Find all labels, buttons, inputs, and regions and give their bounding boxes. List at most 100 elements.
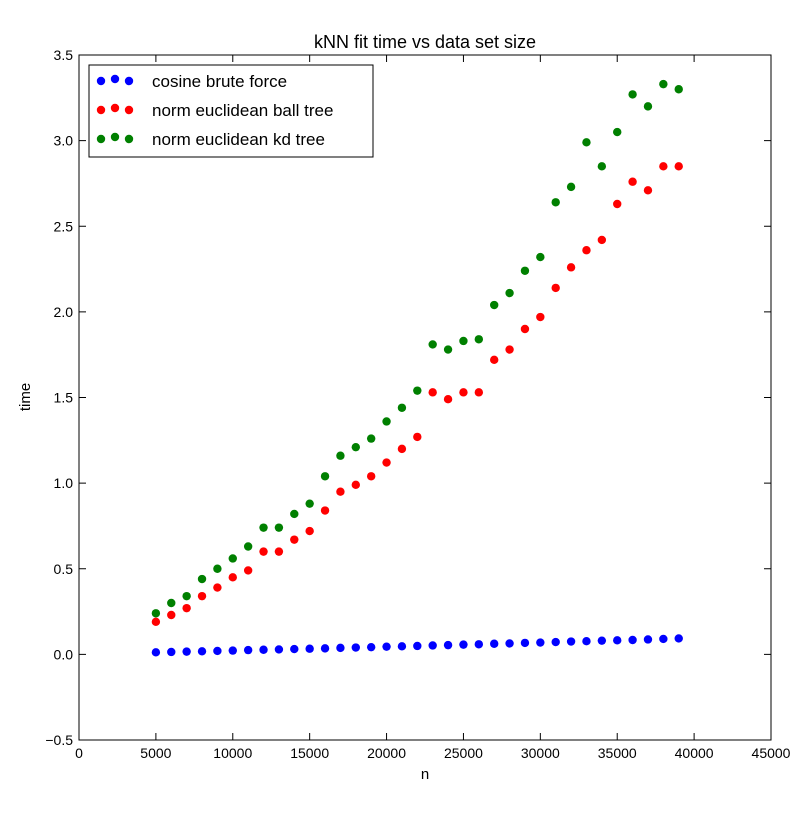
data-point bbox=[659, 634, 668, 644]
x-tick-label: 0 bbox=[75, 745, 83, 761]
data-point bbox=[597, 235, 607, 245]
data-point bbox=[628, 177, 637, 186]
data-point bbox=[259, 547, 268, 556]
data-point bbox=[213, 583, 222, 592]
data-point bbox=[413, 432, 422, 442]
data-point bbox=[443, 345, 453, 354]
data-point bbox=[228, 646, 237, 655]
data-point bbox=[351, 643, 360, 652]
data-point bbox=[397, 403, 407, 412]
data-point bbox=[628, 635, 637, 645]
data-point bbox=[228, 554, 237, 563]
data-point bbox=[213, 646, 222, 656]
legend-entry: norm euclidean ball tree bbox=[96, 101, 333, 120]
data-point bbox=[582, 636, 591, 646]
data-point bbox=[197, 591, 207, 601]
data-point bbox=[274, 523, 284, 532]
series-1-points bbox=[151, 634, 683, 657]
data-point bbox=[520, 324, 530, 334]
series-2-points bbox=[151, 162, 683, 627]
data-point bbox=[151, 617, 161, 627]
data-point bbox=[243, 566, 253, 575]
data-point bbox=[659, 162, 668, 171]
data-point bbox=[490, 355, 499, 365]
x-tick-label: 35000 bbox=[598, 745, 637, 761]
data-point bbox=[597, 162, 607, 171]
data-point bbox=[597, 636, 607, 645]
data-point bbox=[566, 637, 576, 646]
x-tick-label: 40000 bbox=[675, 745, 714, 761]
data-point bbox=[336, 451, 345, 460]
data-point bbox=[151, 609, 161, 618]
data-point bbox=[520, 266, 530, 275]
legend-entry: norm euclidean kd tree bbox=[96, 130, 325, 149]
data-point bbox=[305, 644, 314, 653]
data-point bbox=[474, 335, 484, 344]
data-point bbox=[320, 472, 330, 481]
legend-marker bbox=[96, 134, 106, 144]
data-point bbox=[674, 85, 683, 94]
x-tick-label: 10000 bbox=[213, 745, 252, 761]
data-point bbox=[474, 388, 484, 397]
data-point bbox=[182, 647, 191, 656]
data-point bbox=[197, 647, 207, 656]
data-point bbox=[459, 640, 468, 649]
data-point bbox=[459, 336, 468, 346]
legend-marker bbox=[110, 103, 120, 113]
data-point bbox=[566, 182, 576, 192]
data-point bbox=[428, 340, 437, 349]
legend-marker bbox=[96, 76, 106, 86]
legend-label: cosine brute force bbox=[152, 72, 287, 91]
data-point bbox=[551, 198, 560, 207]
x-tick-label: 25000 bbox=[444, 745, 483, 761]
data-point bbox=[628, 90, 637, 99]
data-point bbox=[351, 442, 360, 452]
data-point bbox=[474, 640, 484, 649]
data-point bbox=[505, 288, 514, 298]
data-point bbox=[536, 638, 545, 647]
y-axis-label: time bbox=[17, 383, 34, 411]
y-tick-label: 2.0 bbox=[54, 304, 74, 320]
data-point bbox=[459, 388, 468, 397]
data-point bbox=[505, 639, 514, 648]
data-point bbox=[213, 564, 222, 573]
data-point bbox=[490, 639, 499, 648]
data-point bbox=[397, 444, 407, 454]
data-point bbox=[228, 573, 237, 582]
data-point bbox=[382, 417, 391, 426]
y-tick-label: 1.0 bbox=[54, 475, 74, 491]
data-point bbox=[382, 642, 391, 651]
x-tick-label: 45000 bbox=[752, 745, 791, 761]
data-point bbox=[582, 138, 591, 147]
data-point bbox=[443, 395, 453, 404]
data-point bbox=[613, 199, 622, 209]
data-point bbox=[551, 637, 560, 647]
legend: cosine brute force norm euclidean ball tr… bbox=[88, 64, 374, 158]
data-point bbox=[182, 591, 191, 601]
data-point bbox=[290, 509, 299, 519]
data-point bbox=[659, 79, 668, 89]
data-point bbox=[643, 102, 653, 111]
data-point bbox=[274, 547, 284, 556]
legend-label: norm euclidean ball tree bbox=[152, 101, 333, 120]
data-point bbox=[366, 642, 376, 652]
data-point bbox=[259, 523, 268, 532]
data-point bbox=[336, 487, 345, 496]
y-tick-label: 3.0 bbox=[54, 133, 74, 149]
legend-marker bbox=[124, 134, 134, 144]
y-tick-label: 2.5 bbox=[54, 218, 74, 234]
data-point bbox=[182, 603, 191, 613]
x-tick-label: 30000 bbox=[521, 745, 560, 761]
data-point bbox=[259, 645, 268, 654]
legend-marker bbox=[96, 105, 106, 115]
data-point bbox=[674, 634, 683, 643]
data-point bbox=[643, 635, 653, 644]
y-tick-label: 1.5 bbox=[54, 390, 74, 406]
data-point bbox=[274, 645, 284, 654]
y-tick-label: 3.5 bbox=[54, 47, 74, 63]
data-point bbox=[428, 388, 437, 397]
data-point bbox=[167, 598, 176, 608]
data-point bbox=[613, 127, 622, 137]
data-point bbox=[382, 458, 391, 467]
